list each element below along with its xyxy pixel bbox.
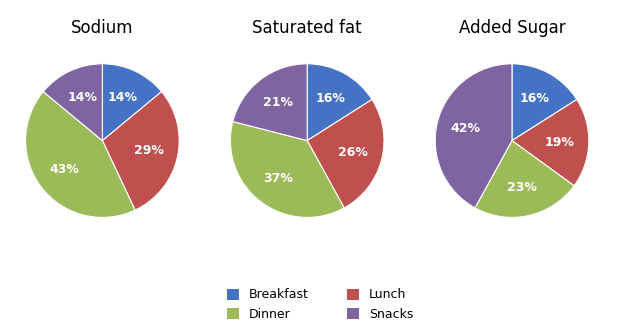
Wedge shape <box>44 64 102 141</box>
Wedge shape <box>512 99 589 186</box>
Text: 14%: 14% <box>108 91 138 104</box>
Text: 26%: 26% <box>339 146 368 159</box>
Wedge shape <box>230 122 344 217</box>
Wedge shape <box>512 64 577 141</box>
Wedge shape <box>435 64 512 208</box>
Wedge shape <box>307 99 384 208</box>
Wedge shape <box>475 141 574 217</box>
Text: 43%: 43% <box>50 163 80 176</box>
Text: 16%: 16% <box>316 93 345 105</box>
Text: 23%: 23% <box>508 181 538 194</box>
Legend: Breakfast, Dinner, Lunch, Snacks: Breakfast, Dinner, Lunch, Snacks <box>227 288 413 321</box>
Text: 14%: 14% <box>67 91 97 104</box>
Text: 42%: 42% <box>451 122 481 135</box>
Wedge shape <box>233 64 307 141</box>
Wedge shape <box>307 64 372 141</box>
Title: Added Sugar: Added Sugar <box>459 20 565 38</box>
Text: 19%: 19% <box>545 136 575 148</box>
Text: 29%: 29% <box>134 145 164 158</box>
Text: 37%: 37% <box>263 172 293 185</box>
Text: 16%: 16% <box>520 93 550 105</box>
Wedge shape <box>102 64 161 141</box>
Wedge shape <box>26 92 135 217</box>
Text: 21%: 21% <box>263 96 293 110</box>
Wedge shape <box>102 92 179 210</box>
Title: Saturated fat: Saturated fat <box>252 20 362 38</box>
Title: Sodium: Sodium <box>71 20 134 38</box>
